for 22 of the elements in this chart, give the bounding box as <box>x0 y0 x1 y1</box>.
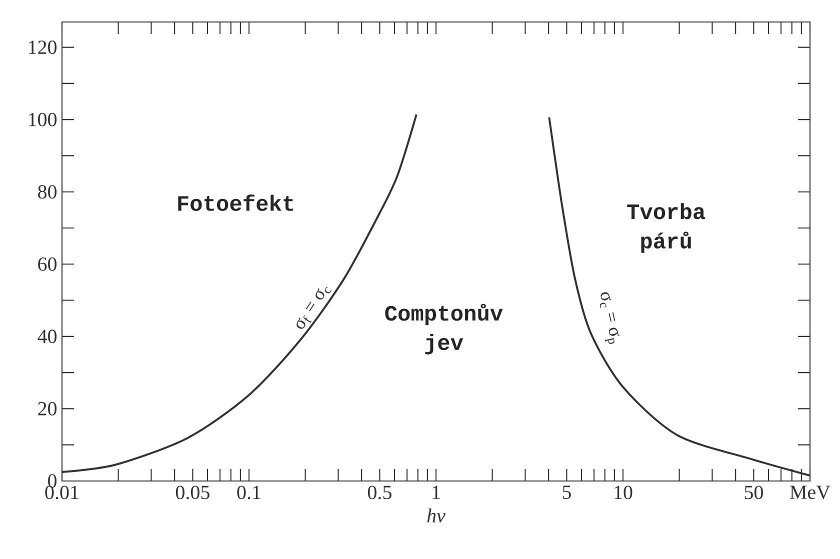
x-tick-label: 5 <box>562 486 571 499</box>
x-tick-label: 0.1 <box>237 486 260 500</box>
x-tick-label: 0.01 <box>45 486 78 500</box>
x-tick-label: 0.05 <box>176 486 210 500</box>
y-tick-label: 100 <box>29 112 57 126</box>
annotation: Tvorba párů <box>627 203 706 253</box>
y-tick-label: 80 <box>38 185 57 199</box>
annotation: Comptonův jev <box>385 304 503 354</box>
x-tick-label: 50 <box>744 486 763 500</box>
y-tick-label: 120 <box>29 40 57 54</box>
y-tick-label: 60 <box>38 257 57 271</box>
x-tick-label: 10 <box>614 486 632 500</box>
text: σ$_{f}$ = σ$_{c}$ <box>296 287 332 329</box>
y-tick-label: 0 <box>48 474 57 488</box>
x-tick-label: 1 <box>432 486 440 499</box>
x-tick-label: 0.5 <box>368 486 392 500</box>
y-tick-label: 40 <box>38 330 57 344</box>
x-axis-title: hν <box>427 508 446 522</box>
y-tick-label: 20 <box>38 402 57 416</box>
text: σ$_{c}$ = σ$_{p}$ <box>600 292 620 344</box>
annotation: Fotoefekt <box>178 194 294 211</box>
x-tick-label: MeV <box>790 486 830 500</box>
